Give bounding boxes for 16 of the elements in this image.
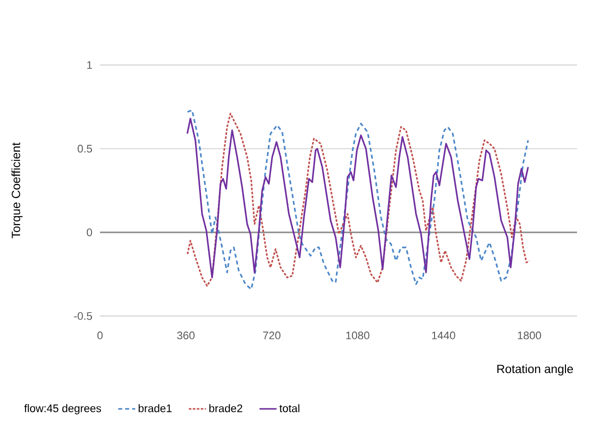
legend-label: brade2 bbox=[209, 404, 242, 412]
y-tick-label: -0.5 bbox=[74, 312, 92, 320]
y-tick-label: 0.5 bbox=[78, 144, 92, 153]
y-tick-label: 0 bbox=[86, 228, 92, 236]
y-tick-label: 1 bbox=[87, 61, 92, 69]
x-tick-label: 1440 bbox=[432, 332, 456, 340]
x-tick-label: 1080 bbox=[346, 332, 370, 340]
x-tick-label: 0 bbox=[97, 332, 103, 340]
legend-title: flow:45 degrees bbox=[24, 404, 102, 414]
x-tick-label: 1800 bbox=[518, 332, 542, 340]
x-tick-label: 720 bbox=[263, 332, 280, 340]
x-axis-title: Rotation angle bbox=[497, 364, 573, 376]
y-axis-title: Torque Coefficient bbox=[11, 142, 23, 238]
x-tick-label: 360 bbox=[177, 332, 195, 340]
legend-label: brade1 bbox=[138, 404, 172, 412]
legend-label: total bbox=[279, 404, 300, 412]
